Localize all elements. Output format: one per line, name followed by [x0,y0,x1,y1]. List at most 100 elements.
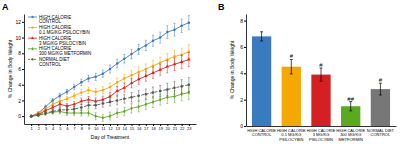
error-bar [145,40,147,50]
point [152,100,154,104]
point [173,28,176,31]
x-axis-tick-label: 23 [187,126,192,131]
series-line [31,52,189,116]
series [30,45,190,118]
point [87,111,89,115]
x-axis-tick-label: 3 [45,126,48,131]
point [123,98,126,101]
point [80,91,82,93]
error-bar [349,102,352,111]
error-bar [174,82,176,95]
error-bar [88,87,90,93]
x-axis-tick: 5 [59,124,62,131]
x-axis-tick: 8 [81,124,84,131]
x-tick-label: HIGH CALORIE0.1 MG/KGPSILOCYBIN [277,128,306,142]
error-bar [59,93,61,98]
point [66,109,69,112]
x-axis-tick: 10 [94,124,99,131]
series-line [31,60,189,117]
error-bar [45,112,47,115]
x-axis-tick-label: 7 [74,126,77,131]
point [144,74,147,77]
point [130,74,132,76]
x-axis-tick: 15 [130,124,135,131]
x-axis-tick: 1 [31,124,34,131]
point [73,95,75,97]
error-bar [30,115,32,117]
error-bar [59,102,61,107]
x-axis-tick: 18 [151,124,156,131]
legend-marker [32,27,34,29]
point [152,39,155,42]
point [173,94,175,98]
legend-marker [31,16,33,18]
point [102,116,104,120]
x-axis-tick: 6 [66,124,69,131]
error-bar [181,19,183,32]
series [30,16,190,118]
error-bar [123,74,125,83]
x-axis-tick: 11 [101,124,106,131]
point [130,106,132,110]
error-bar [52,106,54,110]
panel-title: B [218,2,225,12]
error-bar [138,44,140,54]
legend-label: HIGH CALORIECONTROL [39,15,71,25]
significance-label: # [379,77,383,83]
x-axis-tick: 20 [166,124,171,131]
x-axis-tick: 19 [158,124,163,131]
error-bar [52,98,54,102]
legend-swatch [28,17,37,18]
point [51,110,54,113]
error-bar [66,97,68,102]
y-axis-tick-mark [244,47,246,48]
error-bar [166,26,168,39]
point [187,58,190,61]
error-bar [95,102,97,109]
legend-item: HIGH CALORIECONTROL [28,15,71,25]
point [51,110,53,114]
y-axis-line [246,15,247,127]
point [108,95,111,98]
error-bar [116,96,118,105]
error-bar [188,16,190,30]
point [30,114,32,118]
point [87,104,90,107]
error-bar [116,109,118,118]
y-axis-tick-mark [244,126,246,127]
y-axis-tick: 2 [240,97,246,103]
point [116,99,119,102]
error-bar [37,114,39,116]
y-axis-tick-label: 4 [18,82,21,88]
point [152,91,155,94]
error-bar [88,102,90,108]
error-bar [181,80,183,93]
point [102,102,105,105]
error-bar [102,100,104,107]
figure: 1234567891011121314151617181920212223024… [0,0,400,154]
point [102,72,105,75]
x-axis-tick-label: 2 [38,126,41,131]
legend-label: HIGH CALORIE300 MG/KG METFORMIN [39,46,91,56]
x-axis-tick: 21 [173,124,178,131]
point [52,103,54,105]
error-bar [379,83,382,95]
series [30,78,190,118]
error-bar [131,49,133,58]
point [66,91,69,94]
error-bar [159,86,161,97]
point [173,62,176,65]
error-bar [37,114,39,116]
point [173,87,176,90]
point [73,86,76,89]
y-axis-tick-mark [244,21,246,22]
error-bar [123,84,125,93]
x-axis-tick: 3 [45,124,48,131]
error-bar [145,71,147,81]
y-axis-line [24,15,25,125]
point [30,115,33,118]
series-line [31,23,189,117]
point [123,109,125,113]
point [188,21,191,24]
point [80,106,83,109]
